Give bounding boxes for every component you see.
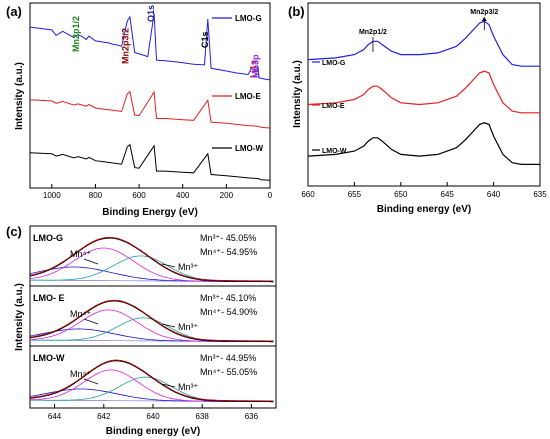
mn4-percent: Mn⁴⁺- 54.90%	[200, 307, 257, 317]
x-tick-label: 638	[196, 412, 210, 421]
x-tick-label: 1000	[43, 191, 61, 200]
peak-label: Mn3p	[251, 54, 261, 78]
panel-b: (b) Intensity (a.u.) Binding energy (eV)…	[288, 2, 547, 215]
x-tick-label: 642	[97, 412, 111, 421]
panel-c-x-axis: 644 642 640 638 636	[48, 404, 259, 421]
peak-arrowhead	[481, 17, 487, 21]
panel-c-xlabel: Binding energy (eV)	[106, 426, 200, 437]
panel-b-xlabel: Binding energy (eV)	[377, 204, 471, 215]
subpanel-name: LMO-W	[33, 353, 65, 363]
mn4-pointer	[83, 318, 99, 325]
panel-a-ylabel: Intensity (a.u.)	[14, 62, 25, 130]
peak-label: Li1s	[248, 60, 258, 78]
panel-a-frame	[29, 2, 271, 189]
x-tick-label: 0	[268, 191, 273, 200]
peak-label-mn2p12: Mn2p1/2	[359, 29, 387, 36]
legend-label: LMO-E	[235, 92, 261, 101]
mn3-peak-label: Mn³⁺	[178, 322, 198, 332]
raw-data-line	[29, 300, 274, 343]
x-tick-label: 650	[394, 190, 408, 199]
subpanel-name: LMO- E	[33, 293, 65, 303]
mn3-pointer	[161, 263, 176, 268]
panel-b-series	[307, 20, 540, 165]
series-line-lmo-w	[307, 122, 540, 165]
panel-c-subpanels: LMO-G Mn³⁺- 45.05%Mn⁴⁺- 54.95%Mn⁴⁺Mn³⁺LMO…	[29, 233, 274, 403]
x-tick-label: 645	[441, 190, 455, 199]
panel-b-annotations: Mn2p1/2 Mn2p3/2	[359, 9, 498, 52]
x-tick-label: 655	[348, 190, 362, 199]
panel-a-legend: LMO-G LMO-E LMO-W	[212, 14, 263, 153]
panel-b-x-axis: 660 655 650 645 640 635	[301, 182, 547, 199]
panel-a-series	[29, 13, 271, 181]
panel-c-ylabel: Intensity (a.u.)	[14, 283, 25, 351]
panel-c-label: (c)	[6, 224, 22, 239]
mn4-pointer	[83, 378, 99, 385]
x-tick-label: 660	[301, 190, 315, 199]
x-tick-label: 600	[132, 191, 146, 200]
x-tick-label: 400	[176, 191, 190, 200]
legend-label: LMO-W	[322, 148, 347, 155]
mn4-peak-label: Mn⁴⁺	[70, 369, 91, 379]
mn3-percent: Mn³⁺- 44.95%	[200, 353, 256, 363]
x-tick-label: 635	[533, 190, 547, 199]
peak-label: O1s	[146, 5, 156, 22]
mn3-percent: Mn³⁺- 45.05%	[200, 233, 256, 243]
series-line-lmo-g	[307, 20, 540, 67]
subpanel-name: LMO-G	[33, 233, 63, 243]
panel-a-x-axis: 1000 800 600 400 200 0	[43, 184, 273, 200]
panel-c: (c) Intensity (a.u.) Binding energy (eV)…	[6, 224, 277, 437]
mn4-peak-label: Mn⁴⁺	[70, 309, 91, 319]
panel-b-legend: LMO-G LMO-E LMO-W	[312, 60, 347, 155]
mn3-peak-label: Mn³⁺	[178, 382, 198, 392]
subpanel-lmo-w: LMO-W Mn³⁺- 44.95% Mn⁴⁺- 55.05% Mn⁴⁺ Mn³⁺	[29, 353, 274, 403]
fit-envelope-line	[29, 236, 274, 282]
panel-b-label: (b)	[288, 4, 305, 19]
mn4-percent: Mn⁴⁺- 55.05%	[200, 367, 257, 377]
x-tick-label: 640	[146, 412, 160, 421]
mn3-pointer	[161, 383, 176, 388]
panel-a-xlabel: Binding Energy (eV)	[102, 207, 198, 218]
subpanel-lmo-g: LMO-G Mn³⁺- 45.05% Mn⁴⁺- 54.95% Mn⁴⁺ Mn³⁺	[29, 233, 274, 283]
x-tick-label: 800	[89, 191, 103, 200]
peak-label-mn2p32: Mn2p3/2	[470, 9, 498, 16]
panel-b-frame	[307, 2, 541, 187]
series-line-lmo-e	[29, 90, 271, 129]
series-line-lmo-w	[29, 143, 271, 181]
legend-label: LMO-G	[235, 14, 262, 23]
legend-label: LMO-W	[235, 144, 263, 153]
panel-a-label: (a)	[6, 4, 22, 19]
legend-label: LMO-E	[322, 103, 345, 110]
series-line-lmo-e	[307, 70, 540, 114]
mn3-peak-label: Mn³⁺	[178, 262, 198, 272]
x-tick-label: 644	[48, 412, 62, 421]
mn4-percent: Mn⁴⁺- 54.95%	[200, 247, 257, 257]
mn3-pointer	[161, 323, 176, 328]
x-tick-label: 636	[245, 412, 259, 421]
fit-mn3-line	[30, 376, 274, 403]
panel-a: (a) Intensity (a.u.) Binding Energy (eV)…	[6, 2, 273, 218]
peak-label: C1s	[200, 31, 210, 48]
raw-data-line	[29, 360, 274, 403]
mn3-percent: Mn³⁺- 45.10%	[200, 293, 256, 303]
x-tick-label: 200	[220, 191, 234, 200]
fit-envelope-line	[29, 359, 274, 402]
series-line-lmo-g	[29, 13, 271, 81]
peak-label: Mn2p3/2	[121, 28, 131, 64]
mn4-pointer	[83, 258, 99, 265]
peak-label: Mn2p1/2	[71, 16, 81, 52]
legend-label: LMO-G	[322, 60, 346, 67]
raw-data-line	[29, 237, 274, 283]
subpanel-lmo-e: LMO- E Mn³⁺- 45.10% Mn⁴⁺- 54.90% Mn⁴⁺ Mn³⁺	[29, 293, 274, 343]
fit-envelope-line	[29, 299, 274, 342]
x-tick-label: 640	[487, 190, 501, 199]
panel-b-ylabel: Intensity (a.u.)	[292, 60, 303, 128]
mn4-peak-label: Mn⁴⁺	[70, 249, 91, 259]
